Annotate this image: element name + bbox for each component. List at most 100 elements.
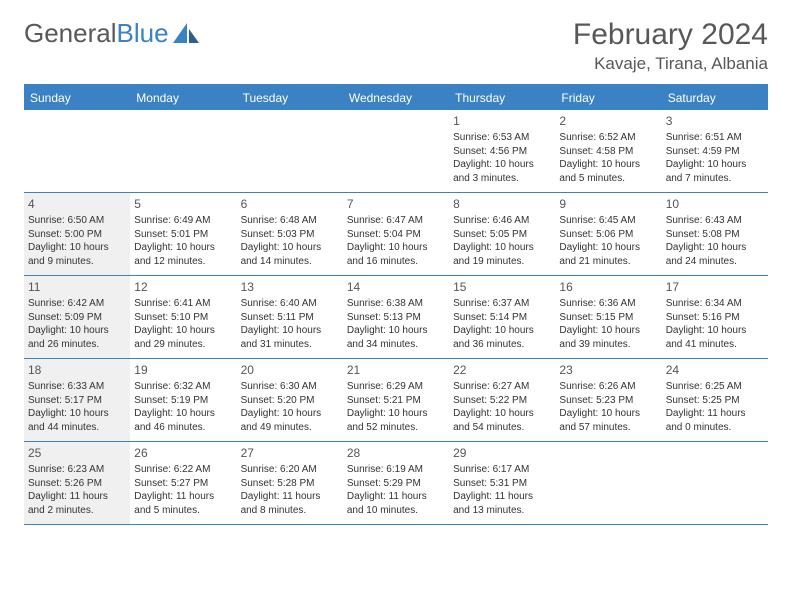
sunrise-text: Sunrise: 6:49 AM [134,214,232,228]
sunset-text: Sunset: 5:10 PM [134,311,232,325]
day-number: 16 [559,279,657,295]
sunrise-text: Sunrise: 6:26 AM [559,380,657,394]
day-cell: 11Sunrise: 6:42 AMSunset: 5:09 PMDayligh… [24,276,130,358]
day-number: 11 [28,279,126,295]
sunset-text: Sunset: 5:19 PM [134,394,232,408]
daylight-text: Daylight: 10 hours [666,158,764,172]
daylight-text: and 0 minutes. [666,421,764,435]
sunrise-text: Sunrise: 6:40 AM [241,297,339,311]
day-number: 10 [666,196,764,212]
sunset-text: Sunset: 5:15 PM [559,311,657,325]
daylight-text: Daylight: 10 hours [453,324,551,338]
sunrise-text: Sunrise: 6:20 AM [241,463,339,477]
day-cell: 18Sunrise: 6:33 AMSunset: 5:17 PMDayligh… [24,359,130,441]
sunset-text: Sunset: 5:26 PM [28,477,126,491]
header: GeneralBlue February 2024 Kavaje, Tirana… [24,18,768,74]
day-cell: 29Sunrise: 6:17 AMSunset: 5:31 PMDayligh… [449,442,555,524]
sunset-text: Sunset: 5:17 PM [28,394,126,408]
daylight-text: Daylight: 10 hours [241,407,339,421]
brand-part2: Blue [117,18,169,49]
sunset-text: Sunset: 5:31 PM [453,477,551,491]
daylight-text: Daylight: 11 hours [28,490,126,504]
sunset-text: Sunset: 5:29 PM [347,477,445,491]
day-cell: 26Sunrise: 6:22 AMSunset: 5:27 PMDayligh… [130,442,236,524]
daylight-text: Daylight: 10 hours [28,324,126,338]
weekday-header: Friday [555,86,661,110]
sunset-text: Sunset: 5:28 PM [241,477,339,491]
day-cell: 22Sunrise: 6:27 AMSunset: 5:22 PMDayligh… [449,359,555,441]
day-number: 1 [453,113,551,129]
week-row: 25Sunrise: 6:23 AMSunset: 5:26 PMDayligh… [24,442,768,525]
sunrise-text: Sunrise: 6:17 AM [453,463,551,477]
daylight-text: Daylight: 10 hours [559,158,657,172]
brand-part1: General [24,18,117,49]
week-row: 18Sunrise: 6:33 AMSunset: 5:17 PMDayligh… [24,359,768,442]
day-cell: 23Sunrise: 6:26 AMSunset: 5:23 PMDayligh… [555,359,661,441]
sunset-text: Sunset: 5:14 PM [453,311,551,325]
daylight-text: Daylight: 10 hours [666,324,764,338]
daylight-text: Daylight: 10 hours [28,241,126,255]
sunrise-text: Sunrise: 6:33 AM [28,380,126,394]
day-cell: 14Sunrise: 6:38 AMSunset: 5:13 PMDayligh… [343,276,449,358]
daylight-text: and 46 minutes. [134,421,232,435]
daylight-text: Daylight: 10 hours [453,241,551,255]
empty-cell [343,110,449,192]
sunset-text: Sunset: 5:27 PM [134,477,232,491]
daylight-text: Daylight: 11 hours [453,490,551,504]
weekday-header: Wednesday [343,86,449,110]
daylight-text: Daylight: 10 hours [134,324,232,338]
title-block: February 2024 Kavaje, Tirana, Albania [573,18,768,74]
sunrise-text: Sunrise: 6:23 AM [28,463,126,477]
sunrise-text: Sunrise: 6:47 AM [347,214,445,228]
sunrise-text: Sunrise: 6:34 AM [666,297,764,311]
calendar: SundayMondayTuesdayWednesdayThursdayFrid… [24,84,768,525]
sunset-text: Sunset: 5:03 PM [241,228,339,242]
sunset-text: Sunset: 4:58 PM [559,145,657,159]
day-cell: 2Sunrise: 6:52 AMSunset: 4:58 PMDaylight… [555,110,661,192]
weeks-container: 1Sunrise: 6:53 AMSunset: 4:56 PMDaylight… [24,110,768,525]
day-cell: 19Sunrise: 6:32 AMSunset: 5:19 PMDayligh… [130,359,236,441]
day-cell: 6Sunrise: 6:48 AMSunset: 5:03 PMDaylight… [237,193,343,275]
day-number: 7 [347,196,445,212]
sunrise-text: Sunrise: 6:50 AM [28,214,126,228]
sunrise-text: Sunrise: 6:48 AM [241,214,339,228]
daylight-text: Daylight: 10 hours [347,407,445,421]
sunset-text: Sunset: 5:00 PM [28,228,126,242]
sunset-text: Sunset: 5:22 PM [453,394,551,408]
day-number: 17 [666,279,764,295]
sunset-text: Sunset: 5:23 PM [559,394,657,408]
sunrise-text: Sunrise: 6:43 AM [666,214,764,228]
sunrise-text: Sunrise: 6:32 AM [134,380,232,394]
day-number: 3 [666,113,764,129]
day-cell: 25Sunrise: 6:23 AMSunset: 5:26 PMDayligh… [24,442,130,524]
sunrise-text: Sunrise: 6:37 AM [453,297,551,311]
daylight-text: Daylight: 11 hours [347,490,445,504]
sail-icon [173,23,201,45]
daylight-text: and 57 minutes. [559,421,657,435]
daylight-text: and 54 minutes. [453,421,551,435]
daylight-text: Daylight: 10 hours [559,324,657,338]
day-cell: 24Sunrise: 6:25 AMSunset: 5:25 PMDayligh… [662,359,768,441]
day-number: 6 [241,196,339,212]
daylight-text: and 34 minutes. [347,338,445,352]
day-cell: 1Sunrise: 6:53 AMSunset: 4:56 PMDaylight… [449,110,555,192]
day-number: 24 [666,362,764,378]
daylight-text: Daylight: 10 hours [453,158,551,172]
daylight-text: and 14 minutes. [241,255,339,269]
daylight-text: Daylight: 11 hours [666,407,764,421]
day-cell: 10Sunrise: 6:43 AMSunset: 5:08 PMDayligh… [662,193,768,275]
weekday-header-row: SundayMondayTuesdayWednesdayThursdayFrid… [24,86,768,110]
daylight-text: and 24 minutes. [666,255,764,269]
sunset-text: Sunset: 5:13 PM [347,311,445,325]
day-cell: 8Sunrise: 6:46 AMSunset: 5:05 PMDaylight… [449,193,555,275]
day-number: 20 [241,362,339,378]
daylight-text: and 13 minutes. [453,504,551,518]
sunset-text: Sunset: 5:08 PM [666,228,764,242]
daylight-text: and 49 minutes. [241,421,339,435]
daylight-text: and 9 minutes. [28,255,126,269]
weekday-header: Thursday [449,86,555,110]
daylight-text: and 8 minutes. [241,504,339,518]
day-number: 22 [453,362,551,378]
daylight-text: Daylight: 10 hours [453,407,551,421]
day-cell: 7Sunrise: 6:47 AMSunset: 5:04 PMDaylight… [343,193,449,275]
